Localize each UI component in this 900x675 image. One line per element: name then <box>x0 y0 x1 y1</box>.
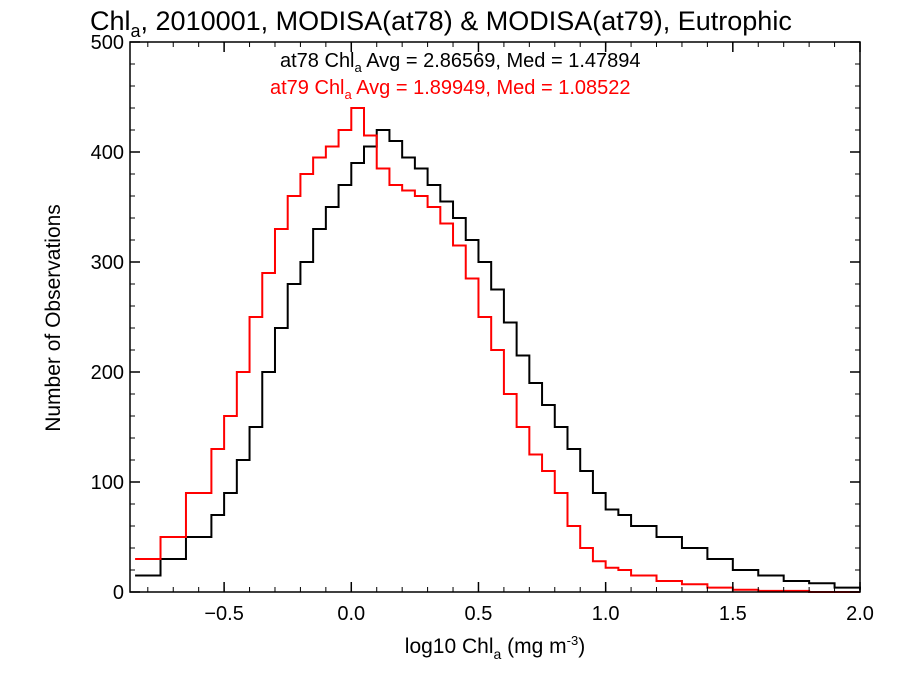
series-line-at79 <box>135 107 860 593</box>
y-tick-label: 400 <box>91 142 124 164</box>
x-tick-label: 1.0 <box>592 603 620 625</box>
series-line-at78 <box>135 129 861 590</box>
y-tick-label: 0 <box>113 582 124 604</box>
x-axis-label: log10 Chla (mg m-3) <box>405 633 585 662</box>
x-tick-label: 2.0 <box>846 603 874 625</box>
y-tick-label: 500 <box>91 32 124 54</box>
annotation-at78: at78 Chla Avg = 2.86569, Med = 1.47894 <box>280 50 641 75</box>
series-layer <box>135 107 861 593</box>
y-tick-label: 200 <box>91 362 124 384</box>
y-tick-label: 300 <box>91 252 124 274</box>
x-tick-label: 0.5 <box>465 603 493 625</box>
y-tick-label: 100 <box>91 472 124 494</box>
ticks-layer: −0.5 0.0 0.5 1.0 1.5 2.0 0 100 200 300 400 500 <box>91 32 874 625</box>
x-tick-label: −0.5 <box>204 603 243 625</box>
chart-title: Chla, 2010001, MODISA(at78) & MODISA(at7… <box>90 6 792 41</box>
x-tick-label: 0.0 <box>337 603 365 625</box>
annotation-at79: at79 Chla Avg = 1.89949, Med = 1.08522 <box>270 77 631 102</box>
x-tick-label: 1.5 <box>719 603 747 625</box>
plot-frame <box>129 41 861 593</box>
y-axis-label: Number of Observations <box>42 204 65 432</box>
